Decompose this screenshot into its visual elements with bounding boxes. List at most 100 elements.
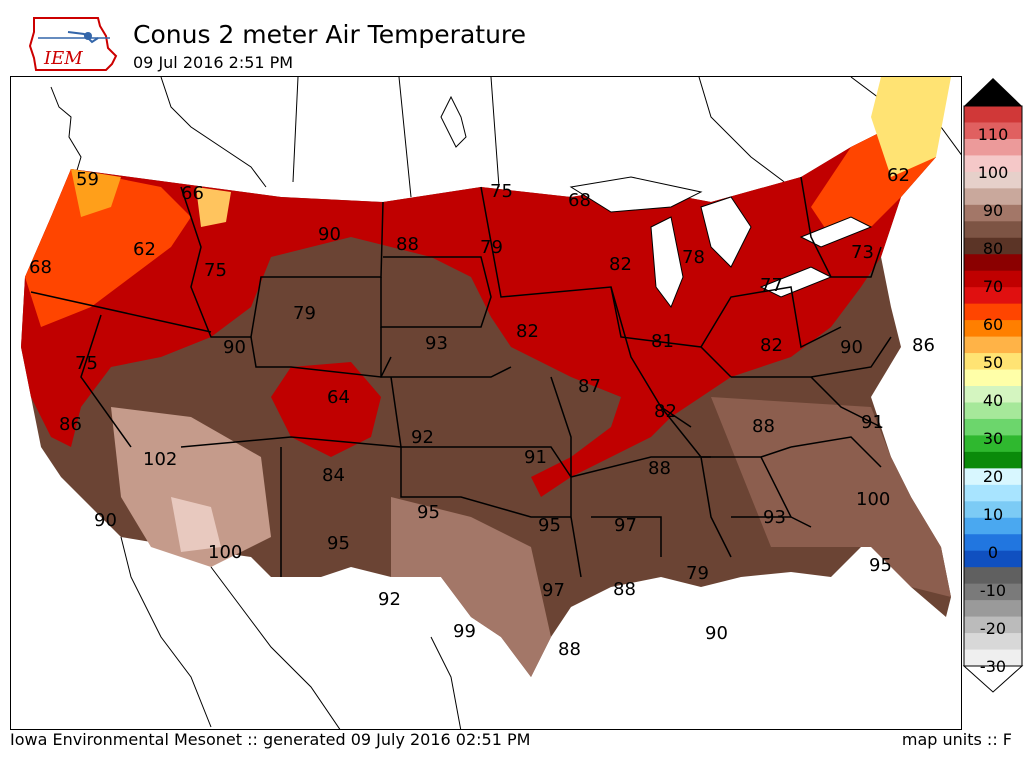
colorbar-swatch: [964, 155, 1022, 173]
map-value-label: 100: [856, 489, 890, 510]
temperature-map: 59 66 75 68 90 88 68 62 75 79 82 78 73 6…: [10, 76, 962, 730]
map-value-label: 59: [76, 169, 99, 190]
map-value-label: 97: [542, 580, 565, 601]
map-value-label: 78: [682, 247, 705, 268]
map-value-label: 66: [181, 183, 204, 204]
map-value-label: 79: [686, 563, 709, 584]
colorbar-swatch: [964, 616, 1022, 634]
map-value-label: 87: [578, 376, 601, 397]
iem-logo: IEM: [28, 17, 118, 71]
colorbar-swatch: [964, 353, 1022, 371]
map-value-label: 82: [654, 401, 677, 422]
colorbar-swatch: [964, 221, 1022, 239]
colorbar-tick-label: 110: [978, 125, 1009, 144]
colorbar-swatch: [964, 468, 1022, 486]
footer-credit: Iowa Environmental Mesonet :: generated …: [10, 730, 531, 749]
colorbar-tick-label: 20: [983, 467, 1003, 486]
colorbar-swatch: [964, 501, 1022, 519]
map-value-label: 86: [59, 414, 82, 435]
colorbar-tick-label: -30: [980, 657, 1006, 676]
page-subtitle: 09 Jul 2016 2:51 PM: [133, 53, 294, 72]
colorbar-swatch: [964, 649, 1022, 667]
map-value-label: 62: [887, 165, 910, 186]
map-value-label: 86: [912, 335, 935, 356]
page-title: Conus 2 meter Air Temperature: [133, 20, 527, 49]
map-value-labels: 59 66 75 68 90 88 68 62 75 79 82 78 73 6…: [29, 165, 935, 660]
map-value-label: 82: [760, 335, 783, 356]
map-value-label: 77: [760, 275, 783, 296]
map-value-label: 68: [29, 257, 52, 278]
colorbar-tick-label: 70: [983, 277, 1003, 296]
colorbar-tick-label: 100: [978, 163, 1009, 182]
map-value-label: 92: [378, 589, 401, 610]
colorbar-swatch: [964, 600, 1022, 618]
map-value-label: 90: [318, 224, 341, 245]
state-borders: [30, 176, 892, 578]
map-value-label: 91: [524, 447, 547, 468]
colorbar-swatch: [964, 534, 1022, 552]
colorbar-swatch: [964, 402, 1022, 420]
colorbar-swatch: [964, 138, 1022, 156]
colorbar-tick-label: -10: [980, 581, 1006, 600]
map-value-label: 100: [208, 542, 242, 563]
map-value-label: 95: [538, 515, 561, 536]
map-value-label: 88: [558, 639, 581, 660]
colorbar-swatch: [964, 106, 1022, 123]
colorbar-tick-label: 40: [983, 391, 1003, 410]
mexico-outline: [120, 536, 462, 729]
map-value-label: 81: [651, 331, 674, 352]
colorbar-tick-label: 80: [983, 239, 1003, 258]
colorbar-swatch: [964, 386, 1022, 403]
map-value-label: 97: [614, 515, 637, 536]
map-value-label: 90: [840, 337, 863, 358]
map-value-label: 79: [480, 237, 503, 258]
map-value-label: 84: [322, 465, 345, 486]
map-value-label: 62: [133, 239, 156, 260]
map-value-label: 90: [94, 510, 117, 531]
colorbar-swatch: [964, 122, 1022, 140]
map-value-label: 102: [143, 449, 177, 470]
colorbar-swatch: [964, 320, 1022, 338]
map-value-label: 73: [851, 242, 874, 263]
colorbar-tick-label: 30: [983, 429, 1003, 448]
map-value-label: 92: [411, 427, 434, 448]
map-value-label: 75: [490, 181, 513, 202]
map-value-label: 64: [327, 387, 350, 408]
map-value-label: 93: [763, 507, 786, 528]
map-value-label: 79: [293, 303, 316, 324]
map-value-label: 90: [223, 337, 246, 358]
colorbar-top-arrow: [964, 78, 1022, 106]
map-units-label: map units :: F: [901, 730, 1012, 749]
map-value-label: 88: [752, 416, 775, 437]
great-lakes: [569, 176, 873, 309]
colorbar-swatch: [964, 517, 1022, 535]
colorbar-swatch: [964, 418, 1022, 436]
colorbar-tick-label: 90: [983, 201, 1003, 220]
colorbar-swatch: [964, 237, 1022, 255]
map-value-label: 82: [609, 254, 632, 275]
map-value-label: 99: [453, 621, 476, 642]
colorbar-swatch: [964, 583, 1022, 601]
colorbar-swatch: [964, 254, 1022, 272]
colorbar-tick-label: 50: [983, 353, 1003, 372]
map-value-label: 90: [705, 623, 728, 644]
iem-logo-text: IEM: [43, 48, 83, 69]
map-value-label: 82: [516, 321, 539, 342]
map-value-label: 75: [75, 353, 98, 374]
colorbar-tick-label: 0: [988, 543, 998, 562]
colorbar-swatch: [964, 435, 1022, 453]
colorbar-swatch: [964, 171, 1022, 189]
map-value-label: 95: [327, 533, 350, 554]
colorbar-swatch: [964, 567, 1022, 585]
colorbar-swatch: [964, 369, 1022, 387]
colorbar-swatch: [964, 204, 1022, 222]
map-value-label: 93: [425, 333, 448, 354]
map-value-label: 75: [204, 260, 227, 281]
map-value-label: 91: [861, 412, 884, 433]
colorbar-swatch: [964, 188, 1022, 206]
colorbar-swatch: [964, 451, 1022, 469]
colorbar-swatch: [964, 303, 1022, 321]
map-value-label: 88: [396, 234, 419, 255]
map-value-label: 95: [869, 555, 892, 576]
